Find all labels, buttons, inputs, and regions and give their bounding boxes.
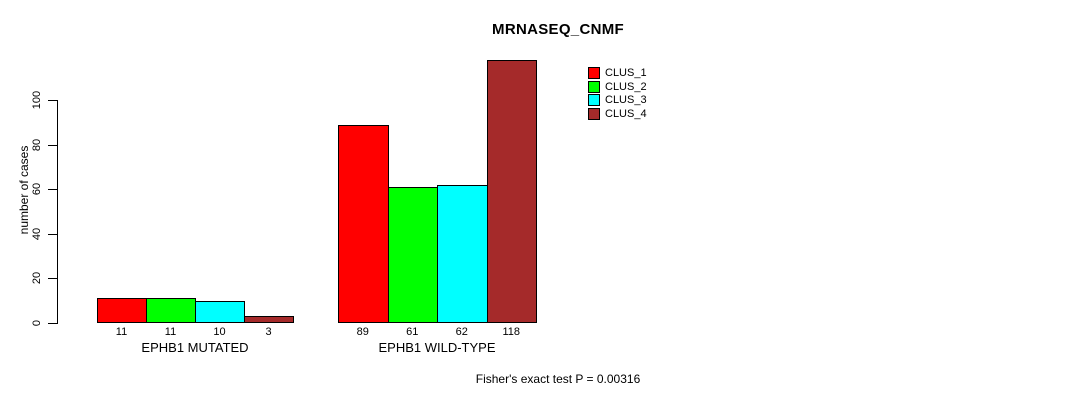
bar-clus_1-group1 xyxy=(97,298,147,323)
legend: CLUS_1 CLUS_2 CLUS_3 CLUS_4 xyxy=(588,67,647,121)
bar-clus_3-group1 xyxy=(195,301,245,323)
chart-title: MRNASEQ_CNMF xyxy=(492,21,624,38)
bar-clus_4-group1 xyxy=(244,316,294,323)
bar-value-label: 61 xyxy=(406,326,419,338)
y-axis-tick xyxy=(48,278,57,279)
y-axis-tick-label: 20 xyxy=(31,271,43,285)
legend-series-label: CLUS_3 xyxy=(605,94,647,106)
legend-color-swatch xyxy=(588,107,600,120)
y-axis-tick-label: 100 xyxy=(31,90,43,110)
bar-value-label: 62 xyxy=(455,326,468,338)
legend-color-swatch xyxy=(588,80,600,93)
legend-color-swatch xyxy=(588,94,600,106)
legend-row: CLUS_1 xyxy=(588,67,647,79)
x-category-label: EPHB1 MUTATED xyxy=(141,340,249,355)
y-axis-tick xyxy=(48,189,57,190)
y-axis-tick xyxy=(48,323,57,324)
y-axis-line xyxy=(57,100,58,324)
bar-clus_4-group2 xyxy=(486,60,537,323)
x-category-label: EPHB1 WILD-TYPE xyxy=(378,340,496,355)
y-axis-tick-label: 40 xyxy=(31,227,43,241)
legend-series-label: CLUS_4 xyxy=(605,107,647,120)
bar-value-label: 118 xyxy=(502,326,521,338)
fisher-test-annotation: Fisher's exact test P = 0.00316 xyxy=(475,372,641,386)
bar-value-label: 3 xyxy=(265,326,272,338)
legend-row: CLUS_2 xyxy=(588,80,647,93)
legend-row: CLUS_3 xyxy=(588,94,647,106)
legend-series-label: CLUS_1 xyxy=(605,67,647,79)
bar-clus_1-group2 xyxy=(338,125,389,323)
y-axis-tick-label: 0 xyxy=(31,319,43,327)
bar-value-label: 11 xyxy=(115,326,128,338)
y-axis-tick-label: 60 xyxy=(31,182,43,196)
legend-row: CLUS_4 xyxy=(588,107,647,120)
legend-color-swatch xyxy=(588,67,600,79)
y-axis-tick-label: 80 xyxy=(31,138,43,152)
bar-clus_2-group2 xyxy=(387,187,438,323)
y-axis-tick xyxy=(48,234,57,235)
bar-value-label: 10 xyxy=(213,326,226,338)
y-axis-title: number of cases xyxy=(17,145,31,235)
y-axis-tick xyxy=(48,145,57,146)
bar-clus_2-group1 xyxy=(146,298,196,323)
y-axis-tick xyxy=(48,100,57,101)
bar-value-label: 11 xyxy=(164,326,177,338)
legend-series-label: CLUS_2 xyxy=(605,80,647,93)
bar-value-label: 89 xyxy=(356,326,369,338)
bar-clus_3-group2 xyxy=(437,185,488,323)
